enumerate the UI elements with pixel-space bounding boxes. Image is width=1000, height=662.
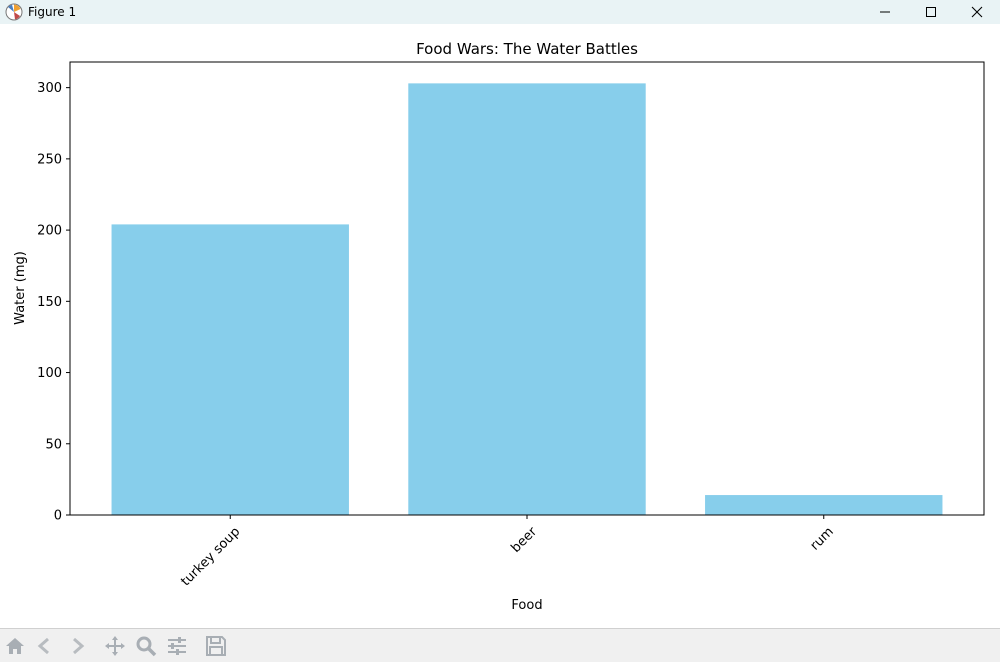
zoom-icon (136, 636, 157, 657)
maximize-button[interactable] (908, 0, 954, 24)
y-axis-label: Water (mg) (13, 251, 28, 325)
back-icon (37, 637, 49, 655)
pan-icon (105, 636, 125, 656)
matplotlib-app-icon (5, 3, 23, 21)
y-tick-label: 50 (45, 437, 62, 452)
configure-icon (168, 637, 186, 655)
x-tick-label: rum (808, 524, 837, 553)
home-icon (6, 638, 24, 654)
y-tick-label: 250 (37, 152, 62, 167)
figure-canvas: Food Wars: The Water Battles 0 50 100 150 20… (0, 24, 1000, 628)
y-tick-label: 100 (37, 366, 62, 381)
x-axis-label: Food (511, 598, 542, 613)
chart-title: Food Wars: The Water Battles (416, 40, 638, 58)
close-button[interactable] (954, 0, 1000, 24)
navigation-toolbar (0, 628, 1000, 662)
configure-button[interactable] (165, 634, 189, 658)
zoom-button[interactable] (134, 634, 158, 658)
bar-rum (705, 495, 943, 515)
window-titlebar: Figure 1 (0, 0, 1000, 24)
x-tick-label: beer (509, 524, 541, 556)
home-button[interactable] (3, 634, 27, 658)
bar-beer (408, 83, 646, 515)
window-title: Figure 1 (28, 5, 77, 19)
pan-button[interactable] (103, 634, 127, 658)
bar-turkey-soup (111, 224, 349, 515)
maximize-icon (926, 7, 936, 17)
bar-chart: Food Wars: The Water Battles 0 50 100 150 20… (13, 40, 985, 613)
save-button[interactable] (204, 634, 228, 658)
back-button[interactable] (34, 634, 58, 658)
minimize-button[interactable] (862, 0, 908, 24)
y-tick-label: 150 (37, 295, 62, 310)
x-tick-label: turkey soup (178, 524, 243, 589)
y-tick-label: 0 (54, 509, 62, 524)
y-tick-label: 200 (37, 224, 62, 239)
y-tick-label: 300 (37, 81, 62, 96)
forward-button[interactable] (64, 634, 88, 658)
forward-icon (73, 637, 85, 655)
close-icon (971, 6, 983, 18)
minimize-icon (880, 11, 890, 13)
save-icon (206, 636, 226, 656)
